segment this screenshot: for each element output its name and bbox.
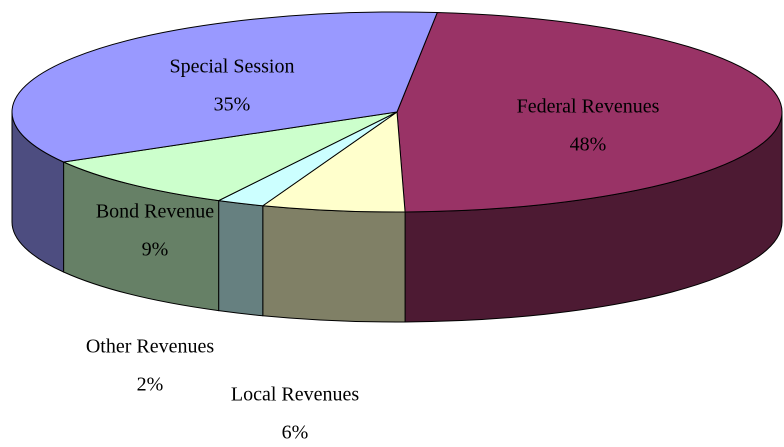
slice [396,12,783,213]
slice [11,11,438,163]
slice-value-label: 2% [137,374,164,396]
slice [261,111,406,213]
slice-side [218,200,264,317]
slice-value-label: 9% [142,239,169,261]
slice-value-label: 48% [570,134,607,156]
slice [61,111,398,202]
slice-value-label: 6% [282,422,309,444]
slice-label: Other Revenues [86,336,215,358]
slice-label: Bond Revenue [96,201,214,223]
slice-label: Federal Revenues [517,96,660,118]
slice-label: Local Revenues [231,384,359,406]
slice-label: Special Session [170,56,295,78]
slice-value-label: 35% [214,94,251,116]
slice-side [262,205,406,323]
